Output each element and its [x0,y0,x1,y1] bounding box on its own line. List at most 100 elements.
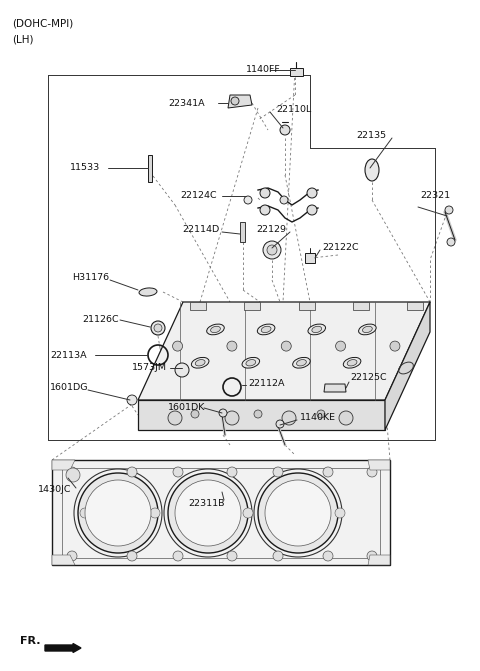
Circle shape [173,467,183,477]
Circle shape [173,341,182,351]
Text: (DOHC-MPI): (DOHC-MPI) [12,18,73,28]
Text: 22124C: 22124C [180,191,216,199]
Polygon shape [190,302,206,310]
Ellipse shape [312,326,322,333]
Text: 22114D: 22114D [182,225,219,234]
Circle shape [260,205,270,215]
Circle shape [280,196,288,204]
Text: FR.: FR. [20,636,40,646]
Circle shape [231,97,239,105]
Circle shape [191,410,199,418]
Circle shape [219,409,227,417]
Circle shape [227,341,237,351]
Ellipse shape [343,358,361,368]
Circle shape [243,508,253,518]
Polygon shape [368,460,390,470]
Circle shape [66,468,80,482]
Ellipse shape [261,326,271,333]
FancyArrow shape [45,643,81,652]
Circle shape [258,473,338,553]
Text: 1430JC: 1430JC [38,486,72,495]
Circle shape [244,196,252,204]
Polygon shape [290,68,303,76]
Text: 22135: 22135 [356,132,386,140]
Circle shape [265,480,331,546]
Polygon shape [138,302,430,400]
Ellipse shape [207,324,224,335]
Circle shape [323,467,333,477]
Circle shape [447,238,455,246]
Polygon shape [52,460,75,470]
Circle shape [127,551,137,561]
Circle shape [175,480,241,546]
Circle shape [67,551,77,561]
Circle shape [445,206,453,214]
Text: 11533: 11533 [70,164,100,172]
Circle shape [267,245,277,255]
Circle shape [307,205,317,215]
Polygon shape [324,384,346,392]
Polygon shape [305,253,315,263]
Circle shape [336,341,346,351]
Circle shape [273,551,283,561]
Polygon shape [240,222,245,242]
Text: (LH): (LH) [12,34,34,44]
Circle shape [335,508,345,518]
Circle shape [280,125,290,135]
Polygon shape [244,302,260,310]
Circle shape [227,467,237,477]
Text: 1601DK: 1601DK [168,403,205,413]
Ellipse shape [297,360,306,366]
Text: H31176: H31176 [72,274,109,282]
Circle shape [307,188,317,198]
Text: 1601DG: 1601DG [50,384,88,393]
Polygon shape [299,302,314,310]
Circle shape [263,241,281,259]
Ellipse shape [246,360,256,366]
Circle shape [225,411,239,425]
Circle shape [175,363,189,377]
Text: 1140KE: 1140KE [300,413,336,423]
Ellipse shape [211,326,220,333]
Circle shape [339,411,353,425]
Polygon shape [52,460,390,565]
Circle shape [323,551,333,561]
Circle shape [367,467,377,477]
Circle shape [227,551,237,561]
Polygon shape [368,555,390,565]
Circle shape [127,467,137,477]
Ellipse shape [362,326,372,333]
Polygon shape [52,555,75,565]
Circle shape [151,321,165,335]
Polygon shape [385,302,430,430]
Circle shape [168,473,248,553]
Polygon shape [148,155,152,182]
Circle shape [254,410,262,418]
Text: 22129: 22129 [256,225,286,234]
Circle shape [78,473,158,553]
Circle shape [173,551,183,561]
Ellipse shape [365,159,379,181]
Ellipse shape [359,324,376,335]
Text: 22112A: 22112A [248,378,285,387]
Circle shape [260,188,270,198]
Text: 22311B: 22311B [188,499,225,507]
Ellipse shape [195,360,205,366]
Circle shape [276,420,284,428]
Polygon shape [138,400,385,430]
Text: 21126C: 21126C [82,315,119,325]
Ellipse shape [308,324,325,335]
Text: 1140FF: 1140FF [246,66,281,74]
Circle shape [80,508,90,518]
Ellipse shape [293,358,310,368]
Text: 22125C: 22125C [350,374,386,382]
Polygon shape [407,302,423,310]
Ellipse shape [242,358,260,368]
Polygon shape [228,95,252,108]
Text: 22341A: 22341A [168,99,204,107]
Ellipse shape [192,358,209,368]
Text: 22321: 22321 [420,191,450,201]
Polygon shape [353,302,369,310]
Ellipse shape [347,360,357,366]
Circle shape [127,395,137,405]
